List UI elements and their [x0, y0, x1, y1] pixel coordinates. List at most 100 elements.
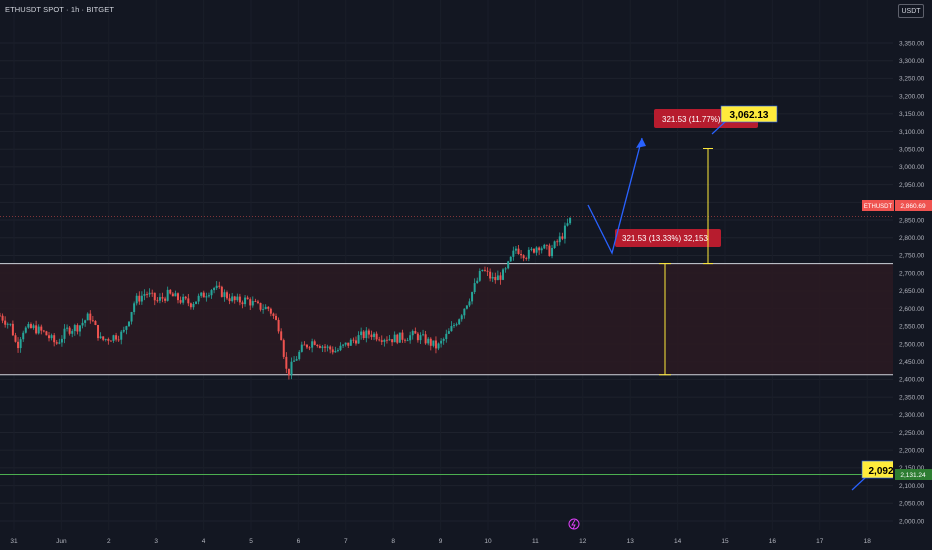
candle-body	[483, 269, 486, 271]
candle-body	[305, 344, 308, 348]
measure-1-label: 321.53 (13.33%) 32,153	[622, 234, 708, 243]
candle-body	[117, 339, 120, 341]
candle-body	[22, 332, 25, 340]
candle-body	[228, 298, 231, 302]
candle-body	[290, 361, 293, 376]
price-tick-label: 2,050.00	[899, 501, 925, 508]
candle-body	[179, 300, 182, 303]
time-tick-label: 31	[10, 538, 18, 545]
candle-body	[107, 339, 110, 341]
candle-body	[416, 333, 419, 341]
candle-body	[14, 335, 17, 342]
candle-body	[553, 241, 556, 249]
projection-arrow[interactable]	[587, 137, 646, 255]
candle-body	[569, 217, 572, 224]
candle-body	[102, 336, 105, 340]
candle-body	[336, 350, 339, 352]
candle-body	[244, 297, 247, 305]
grid-lines	[0, 42, 893, 522]
candle-body	[316, 344, 319, 347]
candle-body	[522, 255, 525, 259]
price-tick-label: 3,250.00	[899, 76, 925, 83]
price-tick-label: 2,100.00	[899, 483, 925, 490]
candle-body	[78, 325, 81, 332]
symbol-title[interactable]: ETHUSDT SPOT · 1h · BITGET	[5, 5, 115, 14]
candle-body	[259, 302, 262, 310]
candle-body	[35, 325, 38, 334]
candle-body	[455, 324, 458, 326]
time-tick-label: 17	[816, 538, 824, 545]
candle-body	[378, 339, 381, 341]
candle-body	[233, 296, 236, 301]
candle-body	[246, 297, 249, 300]
candle-body	[388, 339, 391, 341]
candle-body	[548, 245, 551, 257]
time-tick-label: 4	[202, 538, 206, 545]
candle-body	[66, 327, 69, 329]
candle-body	[385, 339, 388, 341]
candle-body	[1, 315, 4, 321]
candle-body	[97, 325, 100, 339]
candle-body	[321, 346, 324, 348]
candle-body	[202, 292, 205, 298]
price-tick-label: 2,350.00	[899, 394, 925, 401]
time-tick-label: 12	[579, 538, 587, 545]
candle-body	[494, 276, 497, 281]
candle-body	[512, 250, 515, 257]
candle-body	[130, 312, 133, 322]
candle-body	[200, 292, 203, 296]
candle-body	[151, 292, 154, 294]
candle-body	[566, 223, 569, 226]
candle-body	[182, 296, 185, 303]
candle-body	[272, 313, 275, 316]
time-axis[interactable]: 31 Jun 2 3 4 5 6 7 8 9 10 11 12 13 14 15 16 17 18	[10, 538, 871, 545]
price-tick-label: 3,000.00	[899, 164, 925, 171]
candle-body	[558, 236, 561, 243]
candle-body	[318, 346, 321, 348]
candle-body	[236, 296, 239, 301]
candle-body	[254, 301, 257, 302]
time-tick-label: 15	[721, 538, 729, 545]
candle-body	[192, 303, 195, 308]
candle-body	[42, 330, 45, 332]
candle-body	[532, 248, 535, 253]
price-tick-label: 2,550.00	[899, 324, 925, 331]
candle-body	[545, 244, 548, 246]
event-marker-icon[interactable]	[568, 518, 580, 530]
candle-body	[481, 269, 484, 271]
measure-2-label: 321.53 (11.77%)	[662, 115, 721, 124]
measure-tool-1[interactable]: 321.53 (13.33%) 32,153	[615, 229, 721, 376]
price-tick-label: 2,950.00	[899, 182, 925, 189]
support-callout[interactable]: 2,092	[851, 460, 901, 491]
candle-body	[517, 248, 520, 255]
price-tick-label: 2,850.00	[899, 217, 925, 224]
arrow-head-icon	[636, 138, 646, 148]
candle-body	[176, 293, 179, 301]
candle-body	[561, 236, 564, 239]
candle-body	[120, 331, 123, 340]
price-tick-label: 2,400.00	[899, 377, 925, 384]
candle-body	[195, 301, 198, 304]
candle-body	[352, 339, 355, 341]
candle-body	[308, 347, 311, 349]
candle-body	[329, 346, 332, 350]
candle-body	[419, 335, 422, 341]
target-callout[interactable]: 3,062.13	[711, 105, 778, 135]
candle-body	[357, 335, 360, 344]
candle-body	[543, 244, 546, 249]
candle-body	[311, 341, 314, 348]
candle-body	[148, 292, 151, 295]
currency-button[interactable]: USDT	[898, 4, 924, 18]
ticker-tag-label: ETHUSDT	[864, 204, 893, 210]
candle-body	[403, 339, 406, 341]
candle-body	[442, 338, 445, 341]
time-tick-label: 2	[107, 538, 111, 545]
candle-body	[514, 248, 517, 251]
candle-body	[218, 285, 221, 287]
candle-body	[112, 335, 115, 341]
price-axis[interactable]: 3,350.00 3,300.00 3,250.00 3,200.00 3,150.00…	[862, 0, 932, 530]
candle-body	[125, 326, 128, 330]
candle-body	[527, 249, 530, 259]
time-tick-label: 3	[154, 538, 158, 545]
